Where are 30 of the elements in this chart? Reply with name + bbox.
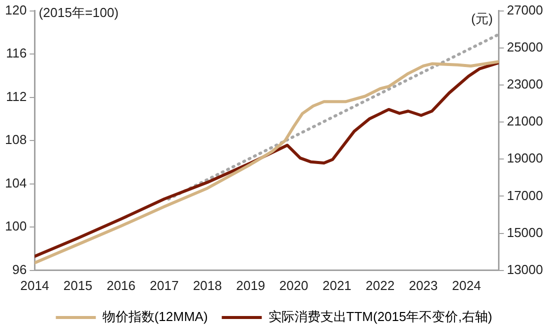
y2-tick-label: 21000	[506, 114, 544, 129]
legend-label: 实际消费支出TTM(2015年不变价,右轴)	[268, 309, 492, 324]
y2-tick-label: 23000	[506, 76, 544, 92]
y-tick-label: 112	[6, 88, 27, 104]
y2-axis-title: (元)	[471, 10, 493, 26]
x-tick-label: 2016	[106, 278, 136, 293]
x-tick-label: 2021	[322, 278, 352, 293]
y2-tick-label: 27000	[506, 2, 544, 18]
y-tick-label: 96	[12, 262, 27, 277]
y2-tick-label: 17000	[506, 188, 544, 203]
y-tick-label: 120	[4, 2, 27, 18]
x-tick-label: 2024	[452, 278, 481, 293]
y2-tick-label: 13000	[506, 262, 544, 277]
x-tick-label: 2022	[366, 278, 395, 293]
y2-tick-label: 25000	[506, 39, 544, 54]
x-tick-label: 2023	[408, 278, 438, 293]
x-tick-label: 2018	[192, 278, 222, 293]
x-tick-label: 2017	[150, 278, 179, 293]
x-tick-label: 2014	[20, 278, 50, 293]
x-tick-label: 2020	[279, 278, 308, 293]
legend-label: 物价指数(12MMA)	[102, 309, 208, 324]
y-tick-label: 100	[4, 218, 27, 234]
y2-tick-label: 19000	[506, 150, 544, 166]
y-tick-label: 108	[4, 132, 27, 148]
x-tick-label: 2019	[236, 278, 266, 293]
x-tick-label: 2015	[63, 278, 92, 293]
y-axis-title: (2015年=100)	[38, 4, 119, 20]
y-tick-label: 116	[6, 46, 27, 61]
y2-tick-label: 15000	[506, 224, 544, 240]
y-tick-label: 104	[4, 175, 27, 190]
